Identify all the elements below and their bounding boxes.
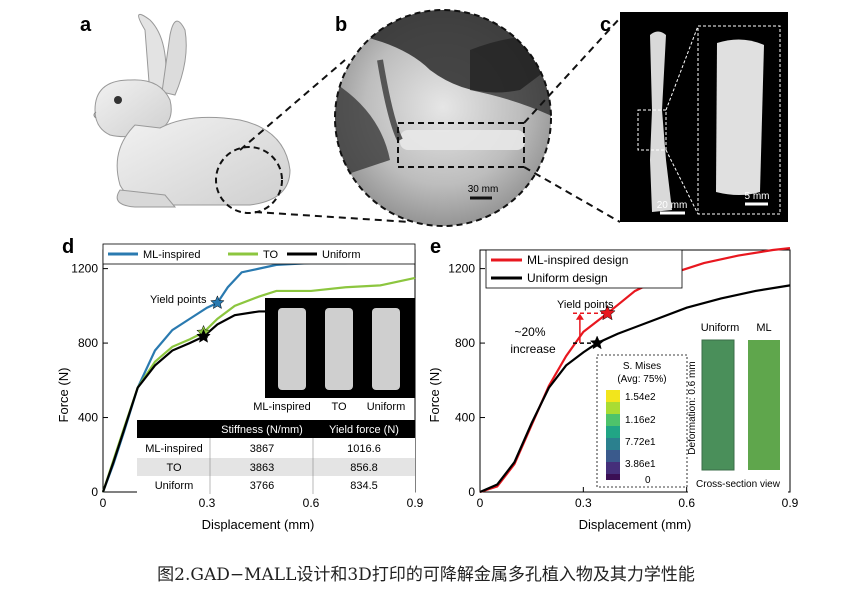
connector-b-c-bottom <box>523 166 621 223</box>
chart-d-table <box>137 420 415 494</box>
table-cell: 3867 <box>250 443 274 455</box>
chart-e-x-tick-label: 0.3 <box>575 496 592 510</box>
chart-d-x-tick-label: 0.9 <box>407 496 424 510</box>
yield-star-uniform-design <box>589 335 605 350</box>
chart-d: 0 0.3 0.6 0.9 0 400 800 1200 ML-inspired TO Uni… <box>56 243 424 532</box>
chart-e-x-tick-label: 0 <box>477 496 484 510</box>
inset-title-uniform: Uniform <box>701 322 740 334</box>
chart-d-x-tick-label: 0.3 <box>199 496 216 510</box>
panel-e-label: e <box>430 236 442 258</box>
chart-e: 0 0.3 0.6 0.9 0 400 800 1200 ML-inspired design… <box>430 247 799 532</box>
chart-d-y-tick-label: 1200 <box>71 262 98 276</box>
xray-scale-label: 30 mm <box>468 184 499 195</box>
chart-e-ylabel: Force (N) <box>430 368 442 423</box>
panel-d-label: d <box>62 236 75 258</box>
top-illustrations: 30 mm 20 mm 5 mm <box>93 9 788 227</box>
colorbar-title-2: (Avg: 75%) <box>617 374 666 385</box>
colorbar-tick: 0 <box>645 475 651 486</box>
yield-star-ml-design <box>599 304 616 321</box>
legend-label-ml-design: ML-inspired design <box>527 253 628 267</box>
chart-d-ylabel: Force (N) <box>56 368 71 423</box>
panel-c-label: c <box>600 14 612 36</box>
chart-d-legend <box>102 243 416 265</box>
table-row-label: Uniform <box>155 480 194 492</box>
table-cell: 3766 <box>250 480 274 492</box>
colorbar-tick: 1.16e2 <box>625 415 656 426</box>
yield-star-uniform <box>196 328 211 343</box>
chart-e-annotation: Yield points <box>557 299 614 311</box>
chart-e-x-tick-label: 0.9 <box>782 496 799 510</box>
inset-title-ml: ML <box>756 322 771 334</box>
ct-scale-right: 5 mm <box>745 191 770 202</box>
chart-e-y-tick-label: 400 <box>455 411 475 425</box>
chart-d-y-tick-label: 0 <box>91 485 98 499</box>
figure-caption: 图2.GAD−MALL设计和3D打印的可降解金属多孔植入物及其力学性能 <box>157 565 695 585</box>
chart-e-series-line-1 <box>479 284 791 494</box>
chart-e-y-tick-label: 800 <box>455 336 475 350</box>
colorbar-tick: 3.86e1 <box>625 459 656 470</box>
table-row-label: TO <box>166 462 182 474</box>
increase-text-2: increase <box>510 342 556 356</box>
deformation-models <box>701 339 780 471</box>
rabbit-illustration <box>93 13 291 214</box>
panel-b-label: b <box>335 14 348 36</box>
xray-image <box>334 9 552 227</box>
inset-label-uniform: Uniform <box>367 401 406 413</box>
colorbar <box>606 390 620 480</box>
chart-d-y-tick-label: 800 <box>78 336 98 350</box>
increase-arrow-head <box>575 313 584 320</box>
inset-side-label: Deformation: 0.6 mm <box>687 361 698 454</box>
yield-star-ml <box>210 295 225 310</box>
chart-e-legend <box>485 249 683 289</box>
connector-a-b-bottom <box>254 211 411 223</box>
table-cell: 856.8 <box>350 462 378 474</box>
table-header-yield: Yield force (N) <box>329 424 399 436</box>
table-row-label: ML-inspired <box>145 443 202 455</box>
ct-scan-image <box>620 12 788 222</box>
inset-label-to: TO <box>331 401 347 413</box>
chart-d-x-tick-label: 0 <box>100 496 107 510</box>
table-cell: 834.5 <box>350 480 378 492</box>
legend-label-to: TO <box>263 249 279 261</box>
table-header-stiffness: Stiffness (N/mm) <box>221 424 303 436</box>
table-cell: 1016.6 <box>347 443 381 455</box>
legend-label-uniform-design: Uniform design <box>527 271 608 285</box>
panel-a-label: a <box>80 14 92 36</box>
chart-e-y-tick-label: 1200 <box>448 262 475 276</box>
legend-label-uniform: Uniform <box>322 249 361 261</box>
inset-bottom-label: Cross-section view <box>696 479 781 490</box>
legend-label-ml: ML-inspired <box>143 249 200 261</box>
chart-e-y-tick-label: 0 <box>468 485 475 499</box>
inset-label-ml: ML-inspired <box>253 401 310 413</box>
increase-text-1: ~20% <box>514 325 545 339</box>
chart-d-annotation: Yield points <box>150 294 207 306</box>
ct-scale-left: 20 mm <box>657 200 688 211</box>
chart-d-x-tick-label: 0.6 <box>303 496 320 510</box>
chart-d-xlabel: Displacement (mm) <box>202 517 315 532</box>
table-cell: 3863 <box>250 462 274 474</box>
colorbar-tick: 1.54e2 <box>625 392 656 403</box>
colorbar-title-1: S. Mises <box>623 361 661 372</box>
colorbar-tick: 7.72e1 <box>625 437 656 448</box>
chart-e-x-tick-label: 0.6 <box>678 496 695 510</box>
chart-d-y-tick-label: 400 <box>78 411 98 425</box>
chart-e-xlabel: Displacement (mm) <box>579 517 692 532</box>
